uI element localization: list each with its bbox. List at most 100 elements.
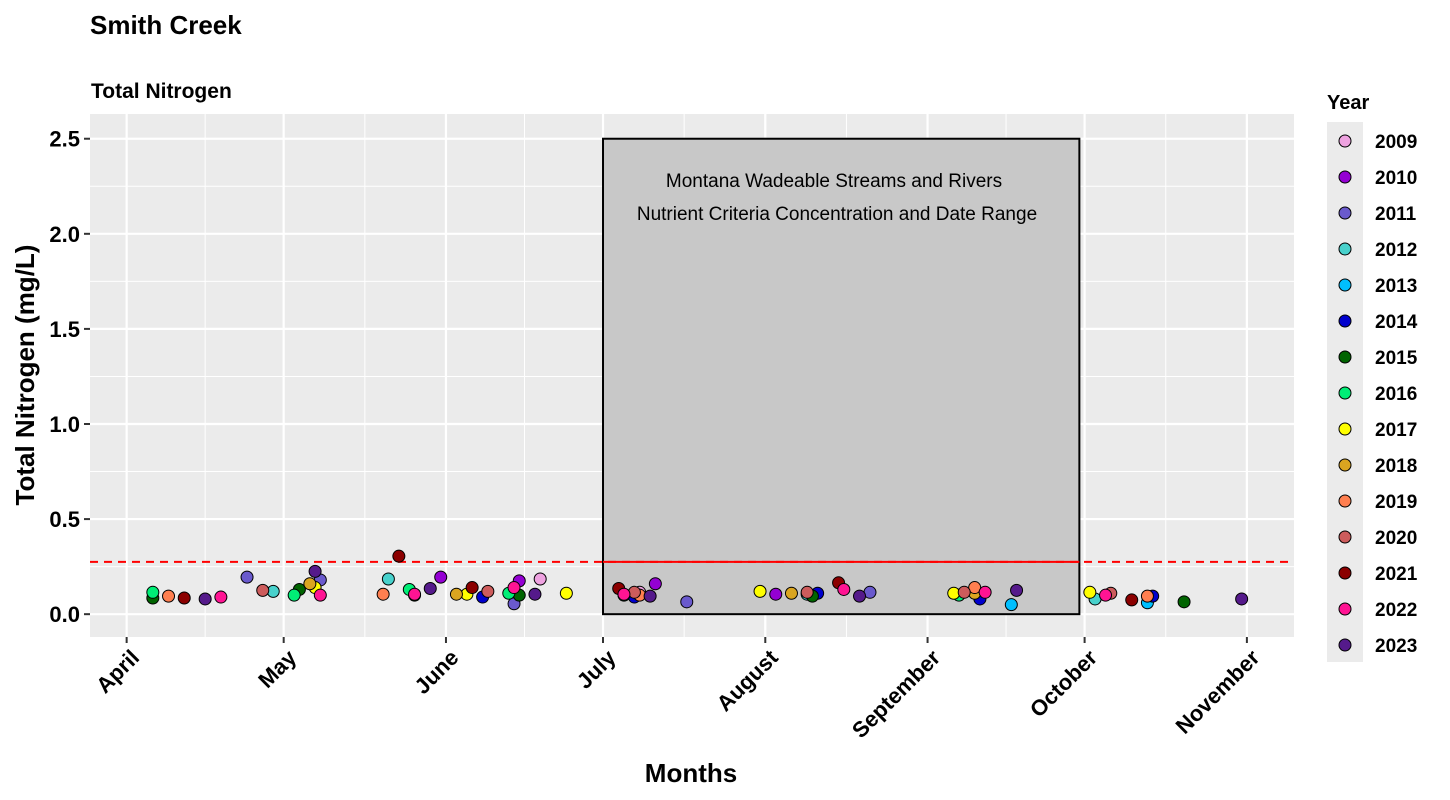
legend-key-2011	[1338, 206, 1352, 220]
y-tick-label: 1.0	[49, 412, 80, 437]
x-tick-label: November	[1171, 645, 1265, 739]
legend-key-2013	[1338, 278, 1352, 292]
data-point-2023	[853, 589, 867, 603]
data-point-2020	[481, 584, 495, 598]
data-point-2021	[1125, 593, 1139, 607]
data-point-2019	[162, 589, 176, 603]
legend-label-2015: 2015	[1375, 348, 1418, 369]
data-point-2016	[287, 588, 301, 602]
x-tick-label: August	[712, 644, 784, 716]
data-point-2023	[528, 587, 542, 601]
data-point-2022	[313, 588, 327, 602]
data-point-2013	[1004, 598, 1018, 612]
x-tick-label: September	[847, 645, 945, 743]
data-point-2023	[308, 564, 322, 578]
legend-label-2012: 2012	[1375, 240, 1417, 261]
y-tick-label: 0.0	[49, 602, 80, 627]
data-point-2018	[449, 587, 463, 601]
legend-key-2018	[1338, 458, 1352, 472]
data-point-2011	[240, 570, 254, 584]
legend-key-2016	[1338, 386, 1352, 400]
y-axis-title: Total Nitrogen (mg/L)	[10, 245, 40, 506]
x-tick-label: July	[572, 644, 621, 693]
legend-key-2010	[1338, 170, 1352, 184]
data-point-2010	[434, 570, 448, 584]
chart-title: Smith Creek	[90, 10, 242, 40]
data-point-2021	[177, 591, 191, 605]
data-point-2009	[533, 572, 547, 586]
y-tick-label: 0.5	[49, 507, 80, 532]
data-point-2020	[256, 583, 270, 597]
data-point-2023	[423, 582, 437, 596]
data-point-2022	[408, 587, 422, 601]
x-axis: April May June July August September October No…	[91, 637, 1265, 743]
legend-key-2014	[1338, 314, 1352, 328]
y-tick-label: 2.5	[49, 127, 80, 152]
data-point-2021	[392, 549, 406, 563]
data-point-2019	[376, 587, 390, 601]
data-point-2020	[627, 585, 641, 599]
legend-label-2010: 2010	[1375, 168, 1417, 189]
x-tick-label: October	[1025, 645, 1103, 723]
data-point-2015	[1177, 595, 1191, 609]
y-axis: 0.0 0.5 1.0 1.5 2.0 2.5	[49, 127, 90, 627]
data-point-2016	[146, 585, 160, 599]
legend-label-2021: 2021	[1375, 564, 1418, 585]
data-point-2022	[837, 582, 851, 596]
data-point-2022	[507, 581, 521, 595]
legend-key-2012	[1338, 242, 1352, 256]
x-tick-label: May	[253, 644, 301, 692]
data-point-2011	[680, 595, 694, 609]
x-axis-title: Months	[645, 758, 737, 788]
data-point-2010	[648, 577, 662, 591]
data-point-2022	[214, 590, 228, 604]
data-point-2022	[617, 587, 631, 601]
data-point-2022	[1099, 588, 1113, 602]
legend-key-2015	[1338, 350, 1352, 364]
data-point-2018	[784, 586, 798, 600]
x-tick-label: June	[410, 645, 464, 699]
legend-label-2016: 2016	[1375, 384, 1417, 405]
data-point-2021	[465, 581, 479, 595]
data-point-2023	[1010, 583, 1024, 597]
data-point-2017	[559, 586, 573, 600]
data-point-2017	[1083, 585, 1097, 599]
legend-key-2020	[1338, 530, 1352, 544]
criteria-annotation-line-1: Montana Wadeable Streams and Rivers	[666, 171, 1002, 192]
legend-key-2009	[1338, 134, 1352, 148]
y-tick-label: 1.5	[49, 317, 80, 342]
legend: Year 2009 2010 2011 2012 2013 2014 2015 2016 201…	[1327, 92, 1418, 662]
data-points	[146, 549, 1249, 612]
data-point-2023	[643, 589, 657, 603]
legend-label-2018: 2018	[1375, 456, 1417, 477]
legend-label-2011: 2011	[1375, 204, 1417, 225]
legend-label-2019: 2019	[1375, 492, 1417, 513]
legend-label-2014: 2014	[1375, 312, 1418, 333]
data-point-2012	[381, 572, 395, 586]
chart-subtitle: Total Nitrogen	[91, 80, 232, 103]
data-point-2019	[968, 581, 982, 595]
legend-key-2019	[1338, 494, 1352, 508]
legend-label-2020: 2020	[1375, 528, 1417, 549]
data-point-2023	[198, 592, 212, 606]
legend-key-2023	[1338, 638, 1352, 652]
data-point-2023	[1235, 592, 1249, 606]
legend-label-2013: 2013	[1375, 276, 1417, 297]
legend-label-2009: 2009	[1375, 132, 1417, 153]
legend-key-2022	[1338, 602, 1352, 616]
data-point-2020	[800, 585, 814, 599]
data-point-2017	[753, 584, 767, 598]
legend-title: Year	[1327, 92, 1369, 114]
data-point-2020	[957, 585, 971, 599]
y-tick-label: 2.0	[49, 222, 80, 247]
legend-label-2022: 2022	[1375, 600, 1417, 621]
data-point-2010	[769, 587, 783, 601]
legend-label-2023: 2023	[1375, 636, 1417, 657]
legend-key-2021	[1338, 566, 1352, 580]
criteria-annotation-line-2: Nutrient Criteria Concentration and Date…	[637, 204, 1037, 225]
data-point-2018	[303, 577, 317, 591]
data-point-2019	[1140, 589, 1154, 603]
criteria-box	[602, 137, 1081, 616]
x-tick-label: April	[91, 645, 144, 698]
